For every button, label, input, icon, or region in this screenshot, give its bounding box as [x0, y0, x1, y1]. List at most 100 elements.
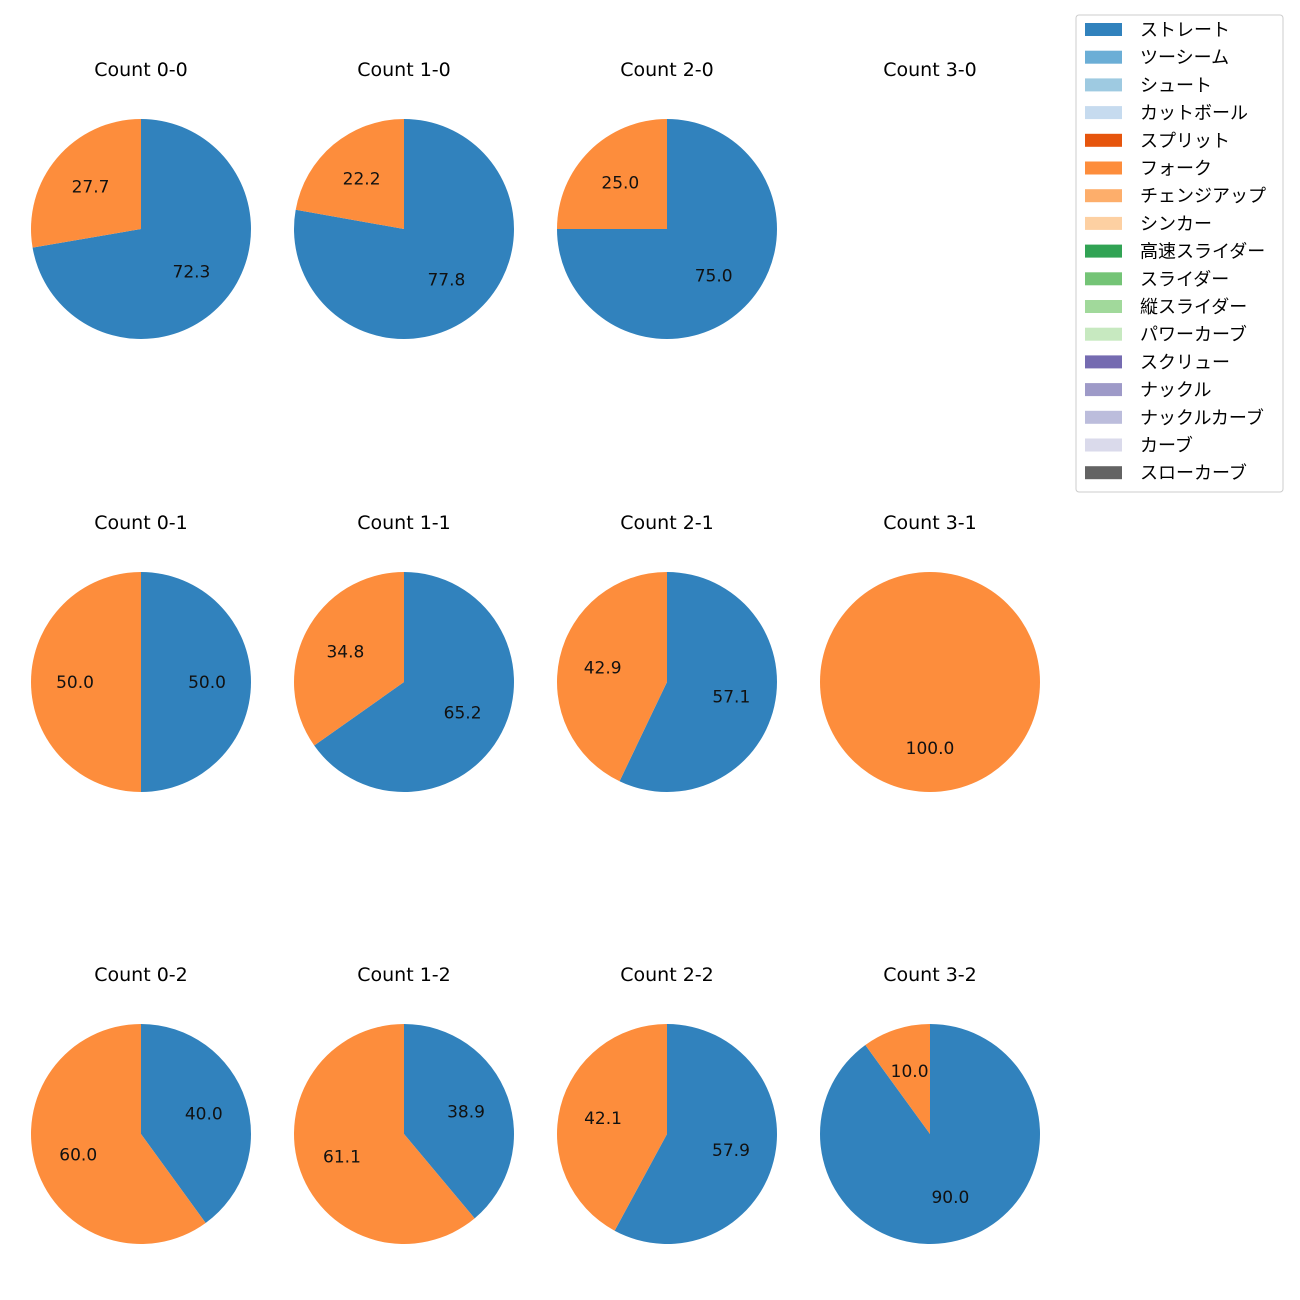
- legend-swatch: [1085, 410, 1122, 424]
- legend-label: ツーシーム: [1140, 48, 1229, 69]
- legend-label: スプリット: [1140, 131, 1230, 152]
- pie-count-0-0: Count 0-0 72.3 27.7: [31, 59, 251, 339]
- slice-label: 61.1: [323, 1148, 361, 1168]
- pie-count-2-2: Count 2-2 57.9 42.1: [556, 964, 777, 1244]
- legend-item: スライダー: [1085, 269, 1229, 290]
- legend-swatch: [1085, 383, 1122, 397]
- slice-label: 75.0: [695, 267, 733, 287]
- slice-label: 65.2: [444, 703, 482, 723]
- legend-item: ストレート: [1085, 20, 1230, 41]
- legend-swatch: [1085, 133, 1122, 147]
- slice-label: 57.1: [712, 688, 750, 708]
- legend-swatch: [1085, 244, 1122, 258]
- legend-item: シンカー: [1085, 214, 1212, 235]
- pie-title: Count 3-2: [883, 964, 977, 986]
- legend-label: 高速スライダー: [1140, 242, 1265, 263]
- legend-item: パワーカーブ: [1085, 324, 1247, 346]
- legend-swatch: [1085, 327, 1122, 341]
- legend-item: スローカーブ: [1085, 462, 1247, 484]
- legend-label: スライダー: [1140, 269, 1229, 290]
- pie-title: Count 3-1: [883, 512, 977, 534]
- slice-label: 50.0: [56, 673, 94, 693]
- slice-label: 50.0: [188, 673, 226, 693]
- legend-swatch: [1085, 23, 1122, 36]
- pie-title: Count 1-0: [357, 59, 451, 81]
- pie-slice: [141, 572, 251, 792]
- slice-label: 27.7: [72, 177, 110, 197]
- slice-label: 38.9: [447, 1102, 485, 1122]
- legend-swatch: [1085, 466, 1122, 480]
- pie-slice: [31, 572, 141, 792]
- legend-label: カーブ: [1140, 435, 1193, 457]
- slice-label: 34.8: [326, 643, 364, 663]
- pie-slice: [294, 119, 515, 339]
- pie-slice: [30, 1024, 206, 1244]
- legend-item: フォーク: [1085, 159, 1212, 180]
- legend-swatch: [1085, 50, 1122, 64]
- pie-slice: [820, 572, 1040, 792]
- legend-item: 高速スライダー: [1085, 242, 1265, 263]
- legend-swatch: [1085, 189, 1122, 203]
- pie-slice: [32, 119, 251, 339]
- pie-slice: [557, 119, 667, 229]
- pie-title: Count 3-0: [883, 59, 977, 81]
- slice-label: 22.2: [343, 169, 381, 189]
- legend-swatch: [1085, 272, 1122, 286]
- legend-swatch: [1085, 300, 1122, 313]
- legend-item: シュート: [1085, 75, 1212, 96]
- slice-label: 60.0: [59, 1145, 97, 1165]
- pie-title: Count 2-2: [620, 964, 714, 986]
- slice-label: 57.9: [712, 1141, 750, 1161]
- legend-item: スクリュー: [1085, 352, 1230, 373]
- legend-label: ストレート: [1140, 20, 1230, 41]
- pie-count-1-2: Count 1-2 38.9 61.1: [293, 964, 514, 1244]
- legend-label: スクリュー: [1140, 352, 1230, 373]
- legend-swatch: [1085, 438, 1122, 452]
- legend-item: チェンジアップ: [1085, 186, 1266, 207]
- legend-swatch: [1085, 355, 1122, 369]
- pie-count-1-0: Count 1-0 77.8 22.2: [294, 59, 515, 339]
- legend-item: 縦スライダー: [1085, 297, 1247, 318]
- pie-count-3-2: Count 3-2 90.0 10.0: [820, 964, 1040, 1244]
- legend-label: パワーカーブ: [1140, 324, 1247, 346]
- slice-label: 40.0: [185, 1105, 223, 1125]
- slice-label: 25.0: [601, 173, 639, 193]
- pie-slice: [293, 572, 404, 746]
- pie-slice: [293, 1024, 475, 1244]
- pie-count-3-1: Count 3-1 100.0: [820, 512, 1040, 792]
- pie-count-3-0: Count 3-0: [883, 59, 977, 81]
- pie-slice: [865, 1024, 930, 1134]
- slice-label: 100.0: [906, 739, 955, 759]
- pie-slice: [31, 119, 141, 248]
- legend-label: カットボール: [1140, 103, 1248, 124]
- pie-slice: [314, 572, 514, 792]
- legend-label: ナックルカーブ: [1140, 407, 1264, 429]
- pie-slice: [295, 119, 404, 229]
- pie-title: Count 0-2: [94, 964, 188, 986]
- pie-count-0-2: Count 0-2 40.0 60.0: [30, 964, 251, 1244]
- legend-item: ナックル: [1085, 380, 1211, 401]
- pie-slice: [141, 1024, 251, 1223]
- legend-label: フォーク: [1140, 159, 1212, 180]
- slice-label: 77.8: [427, 271, 465, 291]
- legend-item: スプリット: [1085, 131, 1230, 152]
- pie-title: Count 1-1: [357, 512, 451, 534]
- legend-item: カーブ: [1085, 435, 1193, 457]
- pie-slice: [614, 1024, 777, 1244]
- legend-swatch: [1085, 216, 1122, 230]
- pie-title: Count 0-1: [94, 512, 188, 534]
- slice-label: 42.1: [584, 1109, 622, 1129]
- legend-label: 縦スライダー: [1140, 297, 1247, 318]
- legend-swatch: [1085, 78, 1122, 92]
- pie-title: Count 1-2: [357, 964, 451, 986]
- pie-count-0-1: Count 0-1 50.0 50.0: [31, 512, 251, 792]
- pie-count-1-1: Count 1-1 65.2 34.8: [293, 512, 514, 792]
- pie-title: Count 0-0: [94, 59, 188, 81]
- slice-label: 42.9: [584, 658, 622, 678]
- legend-item: カットボール: [1085, 103, 1248, 124]
- slice-label: 10.0: [891, 1062, 929, 1082]
- legend-label: シュート: [1140, 75, 1212, 96]
- legend-item: ツーシーム: [1085, 48, 1229, 69]
